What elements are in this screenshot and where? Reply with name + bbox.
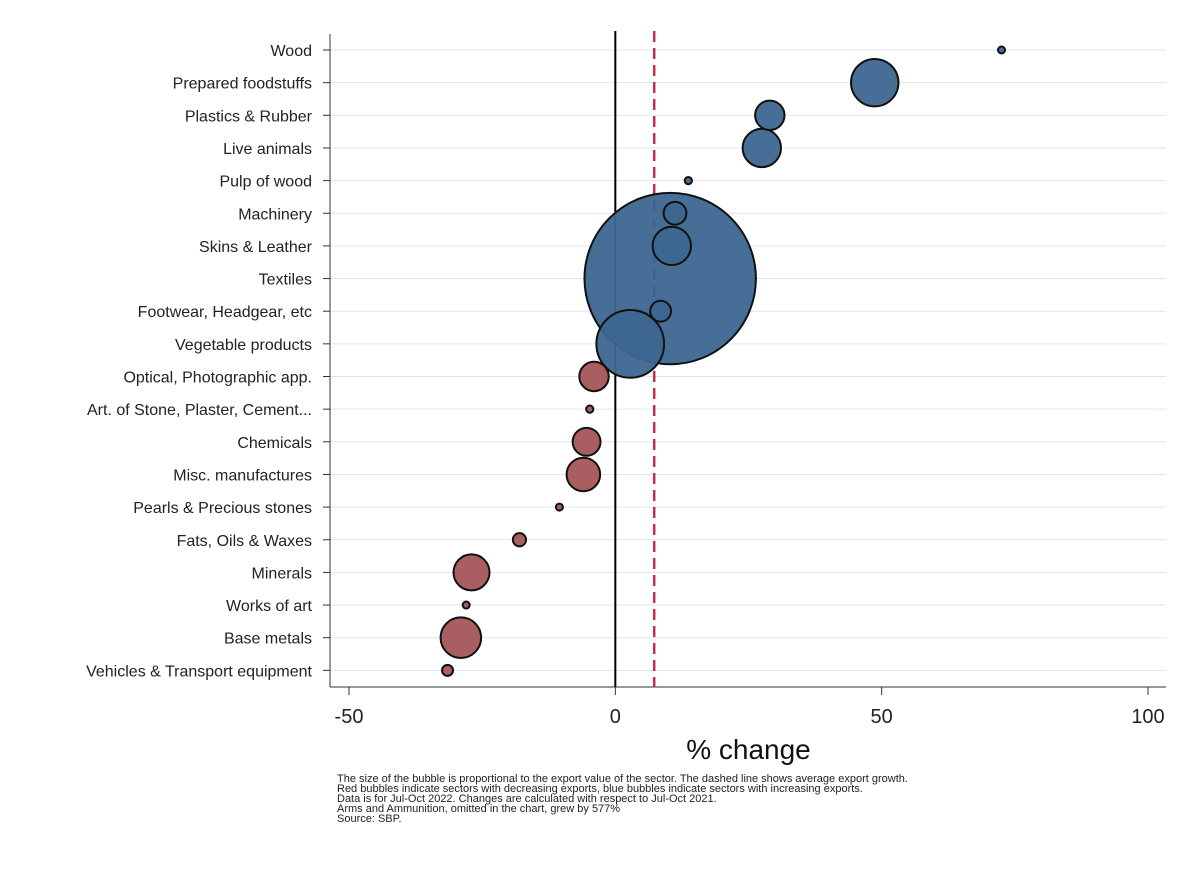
x-tick-label: 50	[871, 706, 893, 728]
bubble-works-of-art	[461, 600, 471, 610]
category-label: Pulp of wood	[219, 174, 312, 191]
bubble-chemicals	[571, 426, 602, 457]
category-label: Vegetable products	[175, 337, 312, 354]
x-tick-label: 100	[1131, 706, 1164, 728]
bubble-pearls-precious-stones	[554, 502, 564, 512]
x-axis-title: % change	[686, 734, 811, 765]
category-label: Works of art	[226, 598, 313, 615]
category-label: Art. of Stone, Plaster, Cement...	[87, 402, 312, 419]
x-tick-labels: -50 0 50 100	[335, 706, 1165, 728]
x-tick-label: 0	[610, 706, 621, 728]
category-label: Footwear, Headgear, etc	[138, 304, 312, 321]
bubble-skins-leather	[651, 225, 692, 267]
x-tick-label: -50	[335, 706, 364, 728]
bubble-wood	[997, 45, 1007, 55]
bubble-vegetable-products	[595, 309, 666, 379]
bubble-base-metals	[439, 616, 483, 659]
note-line: The size of the bubble is proportional t…	[337, 773, 908, 785]
category-label: Textiles	[259, 272, 312, 289]
bubble-footwear-headgear-etc	[649, 299, 673, 323]
category-label: Misc. manufactures	[173, 467, 312, 484]
bubble-fats-oils-waxes	[511, 532, 528, 548]
category-label: Optical, Photographic app.	[123, 370, 312, 387]
bubble-plastics-rubber	[754, 99, 786, 132]
bubble-minerals	[452, 553, 491, 592]
axes	[323, 34, 1166, 695]
chart-notes: The size of the bubble is proportional t…	[337, 773, 1137, 825]
bubble-optical-photographic-app	[578, 360, 610, 393]
bubble-prepared-foodstuffs	[850, 57, 900, 108]
category-label: Base metals	[224, 631, 312, 648]
note-line: Data is for Jul-Oct 2022. Changes are ca…	[337, 793, 717, 805]
bubble-misc-manufactures	[565, 456, 602, 493]
bubble-live-animals	[741, 127, 782, 169]
bubbles	[439, 45, 1007, 677]
category-label: Fats, Oils & Waxes	[177, 533, 312, 550]
category-label: Vehicles & Transport equipment	[86, 663, 312, 680]
category-label: Prepared foodstuffs	[173, 76, 312, 93]
bubble-vehicles-transport-equipment	[441, 663, 455, 677]
category-label: Skins & Leather	[199, 239, 313, 256]
note-line: Source: SBP.	[337, 813, 402, 825]
bubble-machinery	[662, 200, 688, 226]
category-label: Wood	[270, 43, 312, 60]
category-label: Pearls & Precious stones	[133, 500, 312, 517]
bubble-pulp-of-wood	[683, 175, 693, 186]
note-line: Arms and Ammunition, omitted in the char…	[337, 803, 621, 815]
category-label: Chemicals	[237, 435, 312, 452]
category-label: Machinery	[238, 206, 312, 223]
category-label: Plastics & Rubber	[185, 108, 313, 125]
category-label: Minerals	[252, 565, 312, 582]
category-labels: Wood Prepared foodstuffs Plastics & Rubber…	[86, 43, 313, 680]
category-label: Live animals	[223, 141, 312, 158]
note-line: Red bubbles indicate sectors with decrea…	[337, 783, 863, 795]
grid-lines	[330, 49, 1166, 671]
bubble-art-of-stone-plaster-cement	[585, 404, 595, 414]
